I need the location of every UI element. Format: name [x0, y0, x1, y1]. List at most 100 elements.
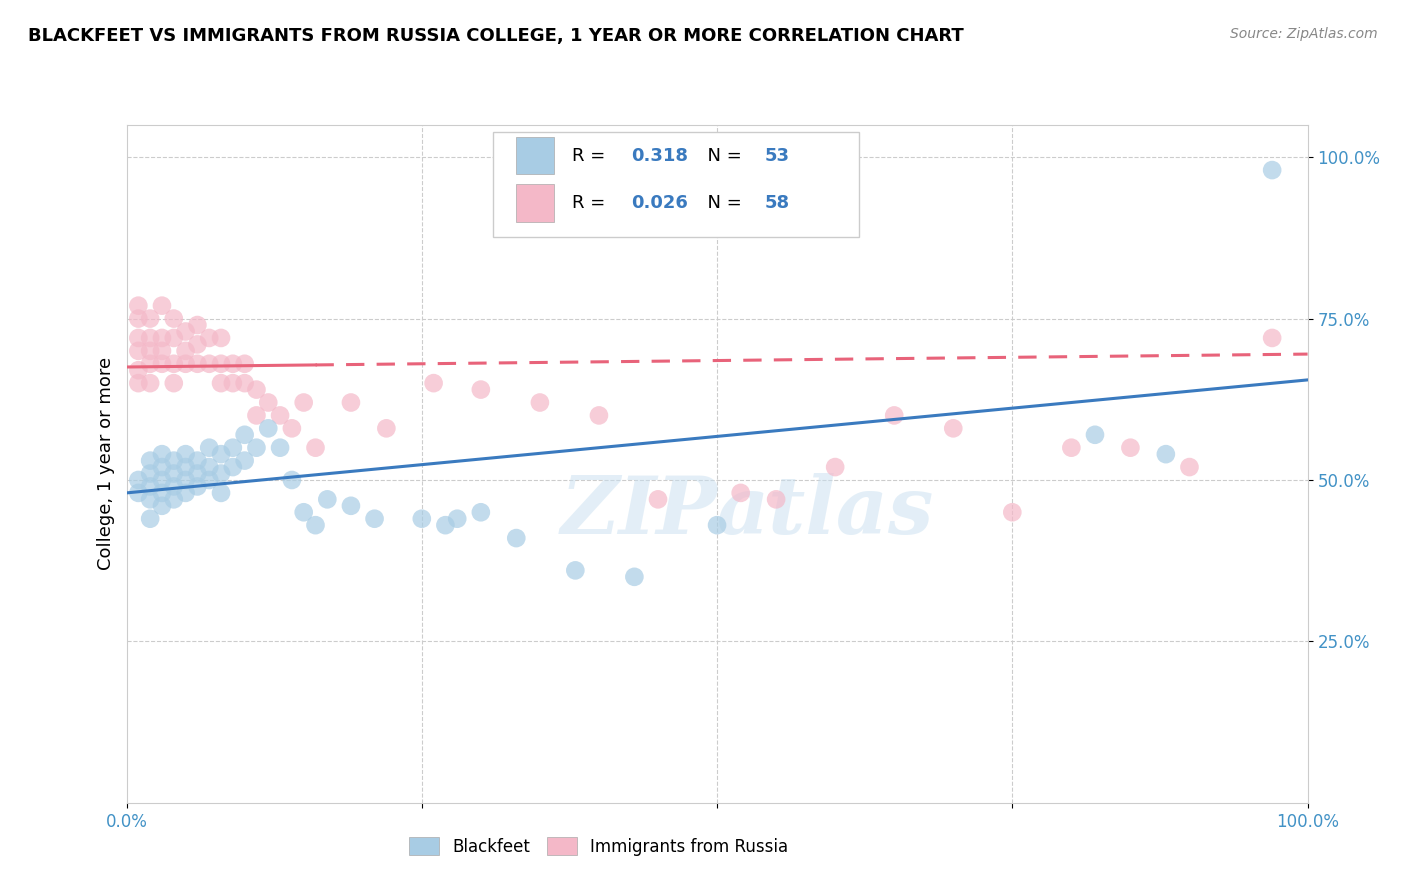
- Point: [470, 505, 492, 519]
- Point: [257, 395, 280, 409]
- Point: [304, 441, 326, 455]
- Point: [233, 376, 256, 391]
- Point: [186, 318, 208, 332]
- Point: [470, 383, 492, 397]
- Point: [269, 409, 291, 423]
- Point: [422, 376, 444, 391]
- Point: [1261, 163, 1284, 178]
- Text: N =: N =: [696, 194, 748, 212]
- Point: [340, 499, 363, 513]
- Point: [174, 447, 197, 461]
- Text: R =: R =: [572, 194, 610, 212]
- Point: [163, 376, 186, 391]
- Point: [233, 357, 256, 371]
- Point: [163, 467, 186, 481]
- Point: [245, 409, 267, 423]
- Point: [186, 453, 208, 467]
- Point: [163, 311, 186, 326]
- Point: [150, 343, 173, 358]
- Point: [304, 518, 326, 533]
- Point: [292, 505, 315, 519]
- Point: [163, 453, 186, 467]
- Point: [257, 421, 280, 435]
- Point: [316, 492, 339, 507]
- Point: [198, 441, 221, 455]
- Point: [446, 512, 468, 526]
- FancyBboxPatch shape: [492, 132, 859, 236]
- Point: [127, 343, 149, 358]
- Point: [150, 331, 173, 345]
- Point: [942, 421, 965, 435]
- Point: [529, 395, 551, 409]
- Point: [127, 299, 149, 313]
- Point: [127, 363, 149, 377]
- Point: [340, 395, 363, 409]
- Point: [1178, 460, 1201, 475]
- Point: [150, 357, 173, 371]
- Point: [139, 331, 162, 345]
- Point: [623, 570, 645, 584]
- Point: [139, 479, 162, 493]
- Point: [1119, 441, 1142, 455]
- Point: [209, 447, 232, 461]
- Point: [1060, 441, 1083, 455]
- Point: [127, 376, 149, 391]
- Point: [174, 473, 197, 487]
- Point: [186, 357, 208, 371]
- Point: [198, 331, 221, 345]
- Point: [174, 343, 197, 358]
- Point: [139, 343, 162, 358]
- Point: [824, 460, 846, 475]
- Point: [186, 479, 208, 493]
- Point: [139, 467, 162, 481]
- Point: [163, 331, 186, 345]
- Point: [222, 376, 245, 391]
- Point: [363, 512, 385, 526]
- Point: [233, 427, 256, 442]
- FancyBboxPatch shape: [516, 137, 554, 174]
- Point: [198, 357, 221, 371]
- Point: [150, 299, 173, 313]
- Point: [198, 473, 221, 487]
- Point: [127, 311, 149, 326]
- Text: 0.026: 0.026: [631, 194, 688, 212]
- Point: [588, 409, 610, 423]
- Point: [186, 337, 208, 351]
- Point: [434, 518, 457, 533]
- Text: 53: 53: [765, 146, 789, 165]
- Text: atlas: atlas: [717, 473, 935, 550]
- Point: [765, 492, 787, 507]
- Point: [127, 486, 149, 500]
- Point: [174, 357, 197, 371]
- Point: [1261, 331, 1284, 345]
- Point: [198, 460, 221, 475]
- Text: Source: ZipAtlas.com: Source: ZipAtlas.com: [1230, 27, 1378, 41]
- Point: [139, 453, 162, 467]
- Y-axis label: College, 1 year or more: College, 1 year or more: [97, 358, 115, 570]
- Text: 58: 58: [765, 194, 789, 212]
- Point: [163, 479, 186, 493]
- Point: [1001, 505, 1024, 519]
- Point: [209, 357, 232, 371]
- Point: [730, 486, 752, 500]
- Point: [127, 473, 149, 487]
- Point: [564, 563, 586, 577]
- Point: [163, 492, 186, 507]
- Point: [222, 460, 245, 475]
- Point: [505, 531, 527, 545]
- Legend: Blackfeet, Immigrants from Russia: Blackfeet, Immigrants from Russia: [402, 830, 796, 863]
- Point: [139, 492, 162, 507]
- Point: [186, 467, 208, 481]
- Text: BLACKFEET VS IMMIGRANTS FROM RUSSIA COLLEGE, 1 YEAR OR MORE CORRELATION CHART: BLACKFEET VS IMMIGRANTS FROM RUSSIA COLL…: [28, 27, 965, 45]
- Point: [163, 357, 186, 371]
- Point: [174, 486, 197, 500]
- Point: [375, 421, 398, 435]
- Point: [139, 512, 162, 526]
- Text: N =: N =: [696, 146, 748, 165]
- Point: [174, 325, 197, 339]
- Point: [883, 409, 905, 423]
- Point: [1084, 427, 1107, 442]
- Point: [245, 383, 267, 397]
- Point: [647, 492, 669, 507]
- Point: [222, 357, 245, 371]
